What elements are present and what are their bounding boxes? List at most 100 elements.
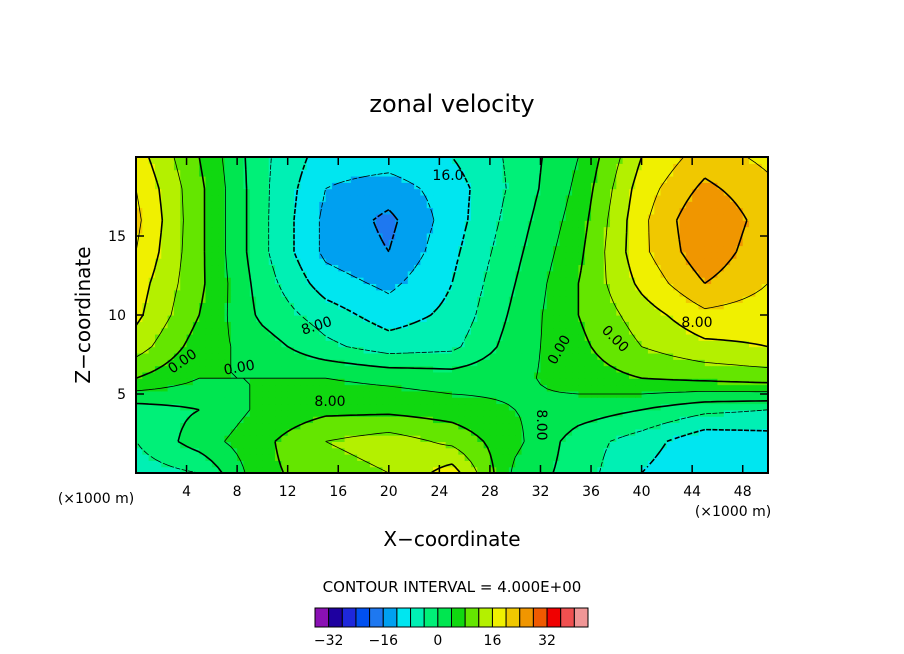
- field-cell: [584, 460, 592, 468]
- field-cell: [559, 403, 567, 411]
- field-cell: [597, 340, 605, 348]
- field-cell: [142, 327, 150, 335]
- field-cell: [610, 460, 617, 468]
- field-cell: [148, 315, 156, 322]
- field-cell: [199, 239, 207, 247]
- field-cell: [369, 251, 377, 259]
- field-cell: [540, 403, 548, 411]
- field-cell: [546, 245, 554, 253]
- field-cell: [496, 239, 504, 247]
- field-cell: [420, 428, 428, 436]
- field-cell: [572, 188, 579, 196]
- field-cell: [414, 169, 421, 177]
- field-cell: [610, 251, 617, 259]
- field-cell: [275, 207, 282, 215]
- field-cell: [717, 201, 725, 209]
- field-cell: [382, 378, 390, 386]
- field-cell: [369, 397, 377, 405]
- field-cell: [698, 390, 706, 398]
- field-cell: [559, 175, 567, 183]
- field-cell: [565, 169, 573, 177]
- field-cell: [439, 201, 447, 209]
- field-cell: [426, 435, 434, 442]
- field-cell: [186, 289, 194, 297]
- field-cell: [597, 397, 605, 405]
- field-cell: [420, 321, 428, 329]
- field-cell: [445, 422, 453, 430]
- field-cell: [344, 283, 352, 291]
- field-cell: [616, 163, 624, 171]
- field-cell: [414, 390, 421, 398]
- field-cell: [388, 409, 396, 417]
- field-cell: [407, 466, 415, 474]
- field-cell: [312, 157, 320, 164]
- field-cell: [508, 226, 516, 234]
- field-cell: [610, 270, 617, 278]
- field-cell: [572, 157, 579, 164]
- field-cell: [527, 175, 535, 183]
- field-cell: [742, 441, 750, 449]
- field-cell: [136, 422, 143, 430]
- field-cell: [167, 416, 175, 424]
- field-cell: [673, 302, 681, 310]
- field-cell: [433, 378, 440, 386]
- field-cell: [458, 352, 466, 360]
- field-cell: [458, 371, 466, 379]
- field-cell: [218, 258, 226, 266]
- field-cell: [161, 220, 169, 228]
- field-cell: [540, 416, 548, 424]
- field-cell: [521, 340, 529, 348]
- field-cell: [673, 416, 681, 424]
- field-cell: [142, 460, 150, 468]
- field-cell: [211, 346, 219, 354]
- field-cell: [186, 384, 194, 392]
- field-cell: [256, 403, 263, 411]
- field-cell: [521, 321, 529, 329]
- field-cell: [572, 365, 579, 373]
- field-cell: [673, 352, 681, 360]
- field-cell: [477, 409, 485, 417]
- field-cell: [142, 258, 150, 266]
- field-cell: [458, 226, 466, 234]
- field-cell: [401, 365, 409, 373]
- field-cell: [344, 220, 352, 228]
- field-cell: [761, 163, 769, 171]
- field-cell: [464, 239, 472, 247]
- field-cell: [388, 213, 396, 221]
- field-cell: [426, 460, 434, 468]
- field-cell: [369, 201, 377, 209]
- field-cell: [363, 333, 371, 341]
- field-cell: [546, 416, 554, 424]
- field-cell: [591, 302, 598, 310]
- field-cell: [502, 435, 510, 442]
- field-cell: [452, 270, 459, 278]
- field-cell: [439, 296, 447, 303]
- field-cell: [350, 447, 358, 455]
- field-cell: [749, 422, 756, 430]
- field-cell: [723, 194, 731, 202]
- field-cell: [312, 454, 320, 461]
- field-cell: [628, 245, 636, 253]
- field-cell: [458, 251, 466, 259]
- field-cell: [199, 327, 207, 335]
- field-cell: [142, 283, 150, 291]
- field-cell: [622, 378, 630, 386]
- field-cell: [483, 163, 491, 171]
- field-cell: [445, 169, 453, 177]
- field-cell: [224, 188, 232, 196]
- field-cell: [470, 384, 478, 392]
- field-cell: [300, 359, 308, 367]
- field-cell: [186, 365, 194, 373]
- field-cell: [736, 403, 744, 411]
- field-cell: [357, 435, 365, 442]
- field-cell: [527, 378, 535, 386]
- field-cell: [730, 175, 737, 183]
- field-cell: [142, 346, 150, 354]
- field-cell: [736, 194, 744, 202]
- field-cell: [224, 194, 232, 202]
- field-cell: [180, 245, 188, 253]
- field-cell: [679, 378, 687, 386]
- field-cell: [249, 340, 257, 348]
- field-cell: [616, 245, 624, 253]
- field-cell: [218, 232, 226, 240]
